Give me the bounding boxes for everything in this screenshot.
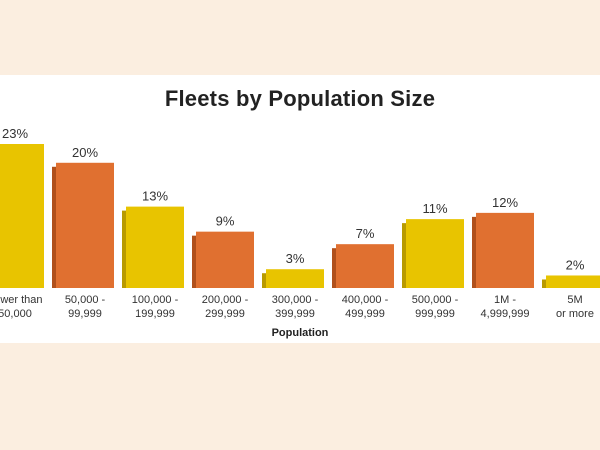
- bar-shadow: [52, 166, 57, 288]
- category-label: 100,000 -: [132, 294, 179, 306]
- value-label: 23%: [2, 126, 28, 141]
- bar-shadow: [472, 216, 477, 288]
- bar: [196, 231, 254, 288]
- value-label: 12%: [492, 195, 518, 210]
- category-label: 199,999: [135, 308, 175, 320]
- bar: [336, 244, 394, 288]
- x-axis-label: Population: [272, 327, 329, 339]
- bar: [126, 206, 184, 288]
- category-label: 1M -: [494, 294, 516, 306]
- category-label: 200,000 -: [202, 294, 249, 306]
- value-label: 3%: [286, 251, 305, 266]
- bar: [546, 275, 600, 288]
- category-label: 99,999: [68, 308, 102, 320]
- bar-shadow: [192, 235, 197, 288]
- bar: [0, 144, 44, 288]
- category-label: 50,000 -: [65, 294, 106, 306]
- category-label: 999,999: [415, 308, 455, 320]
- bar-shadow: [542, 279, 547, 288]
- bar: [476, 212, 534, 288]
- category-label: 5M: [567, 294, 582, 306]
- bar-shadow: [122, 210, 127, 288]
- value-label: 7%: [356, 226, 375, 241]
- category-label: 299,999: [205, 308, 245, 320]
- category-label: 399,999: [275, 308, 315, 320]
- value-label: 11%: [422, 201, 447, 216]
- category-label: 50,000: [0, 308, 32, 320]
- bar: [406, 219, 464, 288]
- value-label: 2%: [566, 257, 585, 272]
- category-label: Fewer than: [0, 294, 43, 306]
- bar-shadow: [332, 248, 337, 288]
- bar-shadow: [262, 273, 267, 288]
- bar-shadow: [402, 223, 407, 288]
- value-label: 9%: [216, 214, 235, 229]
- category-label: or more: [556, 308, 594, 320]
- value-label: 20%: [72, 145, 98, 160]
- category-label: 499,999: [345, 308, 385, 320]
- chart-title: Fleets by Population Size: [164, 86, 436, 111]
- value-label: 13%: [142, 189, 168, 204]
- category-label: 4,999,999: [481, 308, 530, 320]
- category-label: 500,000 -: [412, 294, 459, 306]
- category-label: 400,000 -: [342, 294, 389, 306]
- bar: [266, 269, 324, 288]
- bar: [56, 162, 114, 288]
- category-label: 300,000 -: [272, 294, 319, 306]
